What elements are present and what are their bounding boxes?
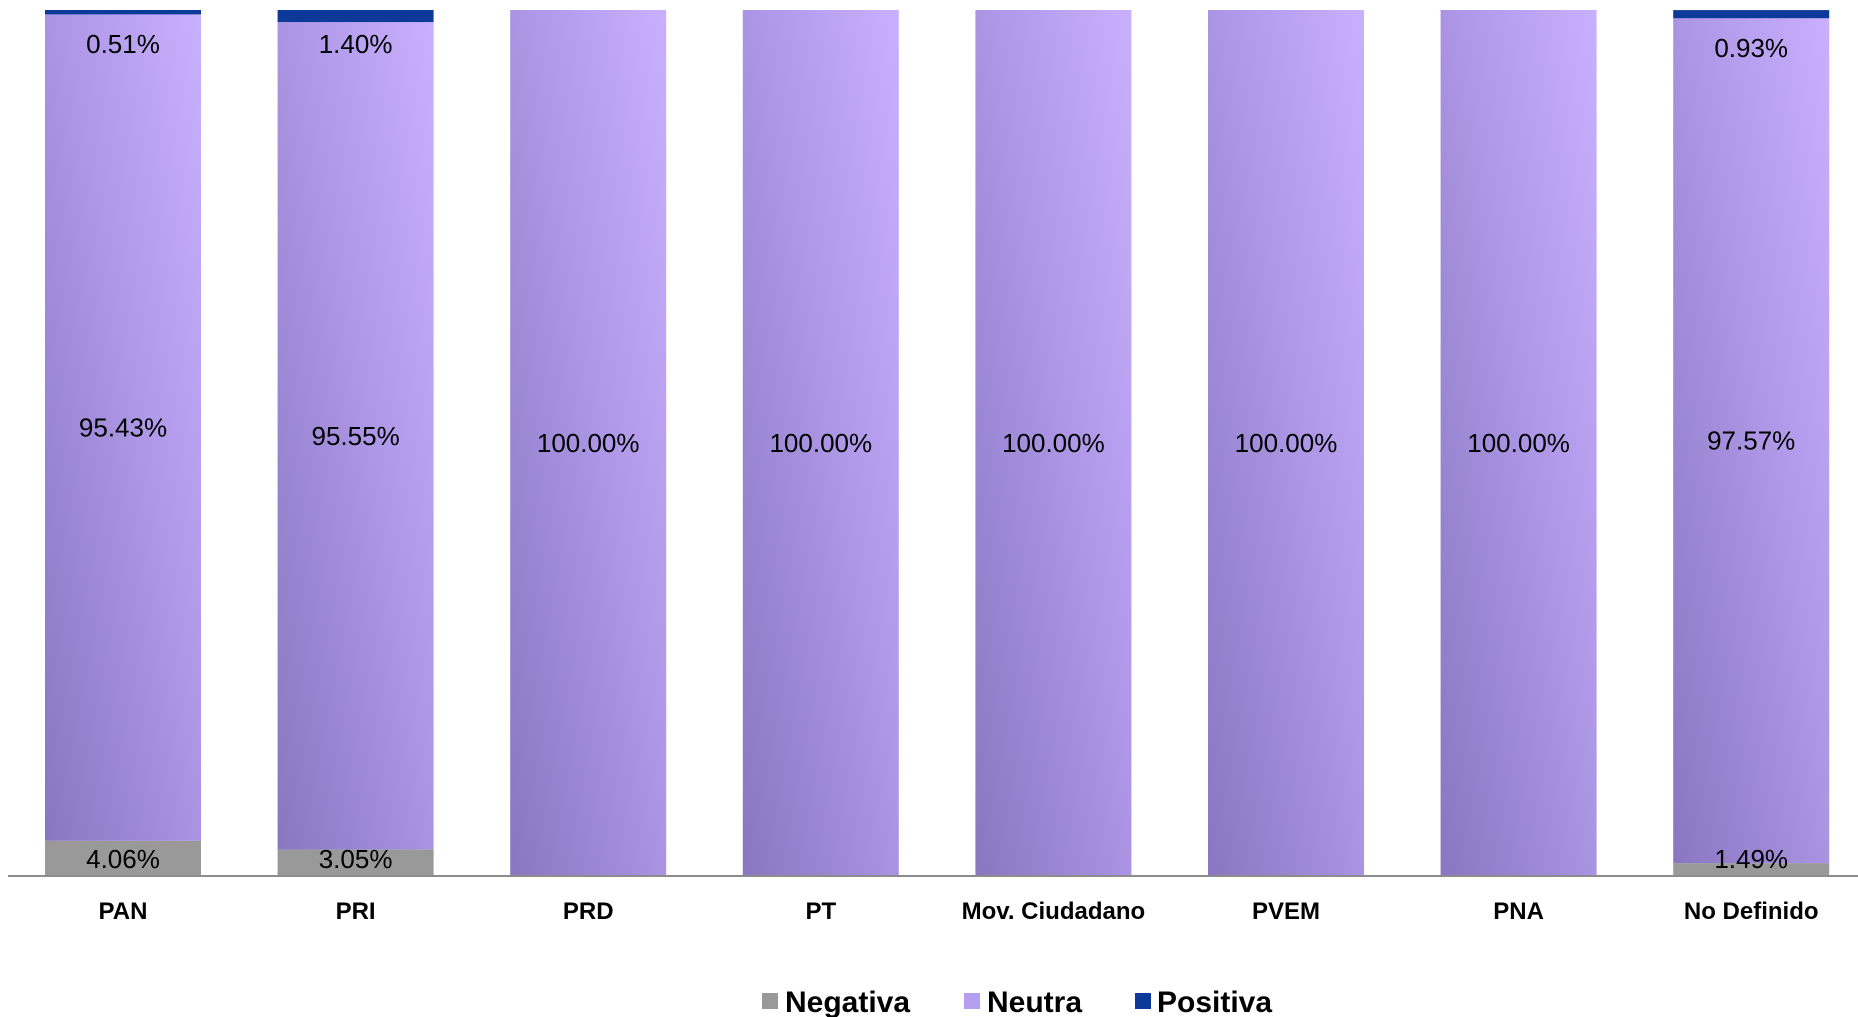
x-tick-label-no-definido: No Definido — [1684, 898, 1819, 925]
x-tick-label-mov-ciudadano: Mov. Ciudadano — [962, 898, 1146, 925]
bar-segment-neutra-no-definido — [1673, 18, 1830, 864]
data-labels-layer: 4.06% 95.43% 0.51% 3.05% 95.55% 1.40% 100.00% 1… — [79, 29, 1795, 874]
bar-segment-neutra-prd — [510, 10, 667, 876]
data-label-neutra-pan: 95.43% — [79, 413, 167, 443]
bar-segment-neutra-mov-ciudadano — [975, 10, 1132, 876]
data-label-neutra-prd: 100.00% — [537, 428, 640, 458]
data-label-positiva-no-definido: 0.93% — [1714, 33, 1788, 63]
bar-segment-negativa-pan — [45, 840, 201, 876]
legend-swatch-negativa — [762, 993, 778, 1009]
data-label-neutra-pt: 100.00% — [769, 428, 872, 458]
bar-segment-positiva-no-definido — [1673, 10, 1830, 19]
bar-segment-neutra-pt — [742, 10, 899, 876]
data-label-negativa-pan: 4.06% — [86, 844, 160, 874]
legend-label-positiva: Positiva — [1157, 986, 1272, 1017]
x-tick-label-pna: PNA — [1493, 898, 1544, 925]
x-tick-label-prd: PRD — [563, 898, 614, 925]
x-tick-label-pvem: PVEM — [1252, 898, 1320, 925]
data-label-neutra-pna: 100.00% — [1467, 428, 1570, 458]
bar-segment-negativa-no-definido — [1673, 863, 1830, 876]
bar-segment-neutra-pna — [1440, 10, 1597, 876]
x-tick-label-pan: PAN — [99, 898, 148, 925]
x-tick-label-pt: PT — [805, 898, 836, 925]
bar-segment-positiva-pan — [45, 10, 201, 15]
data-label-negativa-no-definido: 1.49% — [1714, 844, 1788, 874]
bar-segment-negativa-pri — [277, 849, 434, 876]
bars-layer — [45, 10, 1830, 876]
data-label-neutra-no-definido: 97.57% — [1707, 426, 1795, 456]
bar-segment-neutra-pvem — [1208, 10, 1364, 876]
data-label-neutra-pvem: 100.00% — [1235, 428, 1338, 458]
legend: Negativa Neutra Positiva — [762, 986, 1272, 1017]
legend-label-neutra: Neutra — [987, 986, 1082, 1017]
x-tick-label-pri: PRI — [336, 898, 376, 925]
x-tick-labels: PAN PRI PRD PT Mov. Ciudadano PVEM PNA No Defin… — [99, 898, 1819, 925]
data-label-positiva-pan: 0.51% — [86, 29, 160, 59]
legend-swatch-neutra — [964, 993, 980, 1009]
bar-segment-neutra-pri — [277, 22, 434, 850]
legend-label-negativa: Negativa — [785, 986, 910, 1017]
data-label-negativa-pri: 3.05% — [319, 844, 393, 874]
bar-segment-neutra-pan — [45, 14, 201, 841]
data-label-positiva-pri: 1.40% — [319, 29, 393, 59]
data-label-neutra-mov-ciudadano: 100.00% — [1002, 428, 1105, 458]
legend-swatch-positiva — [1135, 993, 1151, 1009]
data-label-neutra-pri: 95.55% — [312, 421, 400, 451]
bar-segment-positiva-pri — [277, 10, 434, 23]
